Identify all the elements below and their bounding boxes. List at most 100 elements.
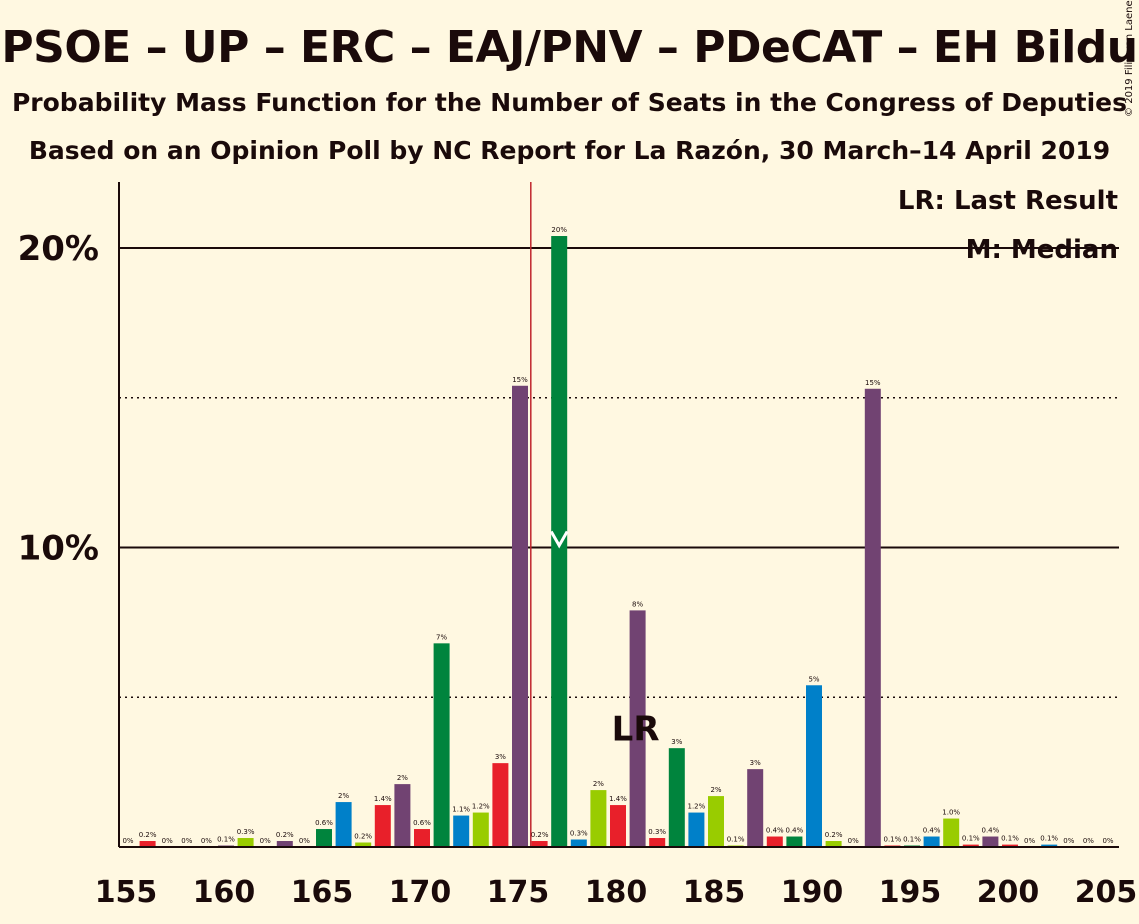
bar-value-label: 3%: [750, 759, 761, 767]
bar-value-label: 2%: [397, 774, 408, 782]
bar-value-label: 2%: [338, 792, 349, 800]
bar: [982, 836, 999, 847]
bar: [590, 790, 607, 847]
x-tick-label: 180: [585, 875, 648, 910]
bar-value-label: 1.2%: [688, 803, 706, 811]
bar-value-label: 3%: [495, 753, 506, 761]
bar: [923, 836, 940, 847]
bar: [806, 685, 822, 847]
bar-value-label: 0.1%: [903, 836, 921, 844]
bar: [472, 812, 489, 847]
bar-value-label: 0.2%: [825, 831, 843, 839]
chart-subtitle: Probability Mass Function for the Number…: [11, 88, 1128, 117]
bar: [316, 829, 332, 847]
bar-value-label: 0%: [181, 837, 192, 845]
bar: [610, 805, 626, 847]
bar-value-label: 0%: [260, 837, 271, 845]
bar: [394, 784, 411, 847]
bar: [708, 796, 724, 847]
bar: [864, 388, 881, 847]
bar-value-label: 0%: [1024, 837, 1035, 845]
bar: [570, 839, 587, 847]
bar: [492, 763, 509, 847]
x-tick-label: 165: [291, 875, 354, 910]
bar-value-label: 0%: [201, 837, 212, 845]
bar-value-label: 1.4%: [374, 795, 392, 803]
x-tick-label: 190: [781, 875, 844, 910]
x-tick-label: 200: [977, 875, 1040, 910]
bar: [786, 836, 803, 847]
chart-title: PSOE – UP – ERC – EAJ/PNV – PDeCAT – EH …: [1, 22, 1138, 73]
y-tick-label: 20%: [18, 229, 99, 269]
y-tick-label: 10%: [18, 529, 99, 569]
bar-value-label: 0%: [848, 837, 859, 845]
legend-median: M: Median: [966, 235, 1118, 265]
bar-value-label: 20%: [551, 226, 567, 234]
bar: [512, 385, 528, 847]
bar: [355, 842, 372, 847]
bar: [962, 844, 979, 847]
bar-value-label: 0.4%: [982, 827, 1000, 835]
bar: [433, 643, 450, 847]
bar: [747, 769, 764, 847]
bar: [1041, 844, 1058, 847]
bar-value-label: 0.1%: [962, 835, 980, 843]
axes-group: 10% 20% 155 160 165 170 175 180 185 190 195 200 205 L…: [18, 182, 1138, 910]
legend-last-result: LR: Last Result: [898, 186, 1118, 216]
bar-value-label: 8%: [632, 600, 643, 608]
bar: [668, 748, 685, 847]
bar-value-label: 0.1%: [884, 836, 902, 844]
bar: [531, 841, 548, 847]
bar-value-label: 0.3%: [648, 828, 666, 836]
bar-value-label: 0.4%: [766, 827, 784, 835]
bar: [374, 805, 391, 847]
bar-value-label: 0%: [1102, 837, 1113, 845]
bars-group: 0%0.2%0% 0% 0% 0.1%0.3%0%0.2%0%0.6%2%0.2%1.…: [122, 226, 1114, 847]
bar: [414, 829, 430, 847]
bar-value-label: 0.1%: [1001, 835, 1019, 843]
bar-value-label: 3%: [671, 738, 682, 746]
bar-value-label: 0.4%: [786, 827, 804, 835]
bar-value-label: 0%: [162, 837, 173, 845]
bar: [629, 610, 646, 847]
bar-value-label: 0%: [122, 837, 133, 845]
bar-value-label: 0.3%: [570, 830, 588, 838]
bar: [766, 836, 783, 847]
x-tick-label: 170: [389, 875, 452, 910]
bar: [139, 841, 156, 847]
bar-value-label: 0%: [1083, 837, 1094, 845]
bar: [276, 841, 293, 847]
bar: [943, 818, 960, 847]
x-tick-label: 175: [487, 875, 550, 910]
bar: [551, 236, 568, 847]
bar-value-label: 1.4%: [609, 795, 627, 803]
bar-value-label: 0.6%: [413, 819, 431, 827]
last-result-label: LR: [612, 710, 660, 750]
median-marker: [549, 530, 569, 549]
x-tick-label: 185: [683, 875, 746, 910]
bar-value-label: 2%: [710, 786, 721, 794]
bar-value-label: 2%: [593, 780, 604, 788]
bar-value-label: 0.2%: [354, 833, 372, 841]
x-tick-label: 155: [95, 875, 158, 910]
bar-value-label: 1.0%: [942, 809, 960, 817]
bar-value-label: 0.3%: [237, 828, 255, 836]
bar-value-label: 0.2%: [531, 831, 549, 839]
bar: [237, 838, 254, 847]
bar-value-label: 0.6%: [315, 819, 333, 827]
bar-value-label: 0.1%: [727, 836, 745, 844]
gridlines: [119, 247, 1119, 699]
bar: [825, 841, 842, 847]
bar-value-label: 0.4%: [923, 827, 941, 835]
chart-source: Based on an Opinion Poll by NC Report fo…: [28, 136, 1111, 165]
bar: [453, 815, 470, 847]
x-tick-label: 160: [193, 875, 256, 910]
bar-value-label: 7%: [436, 633, 447, 641]
bar-value-label: 0.1%: [217, 836, 235, 844]
bar-value-label: 0%: [299, 837, 310, 845]
x-tick-label: 195: [879, 875, 942, 910]
bar-value-label: 15%: [512, 376, 528, 384]
bar: [335, 802, 352, 847]
bar-value-label: 0.2%: [139, 831, 157, 839]
x-tick-label: 205: [1075, 875, 1138, 910]
